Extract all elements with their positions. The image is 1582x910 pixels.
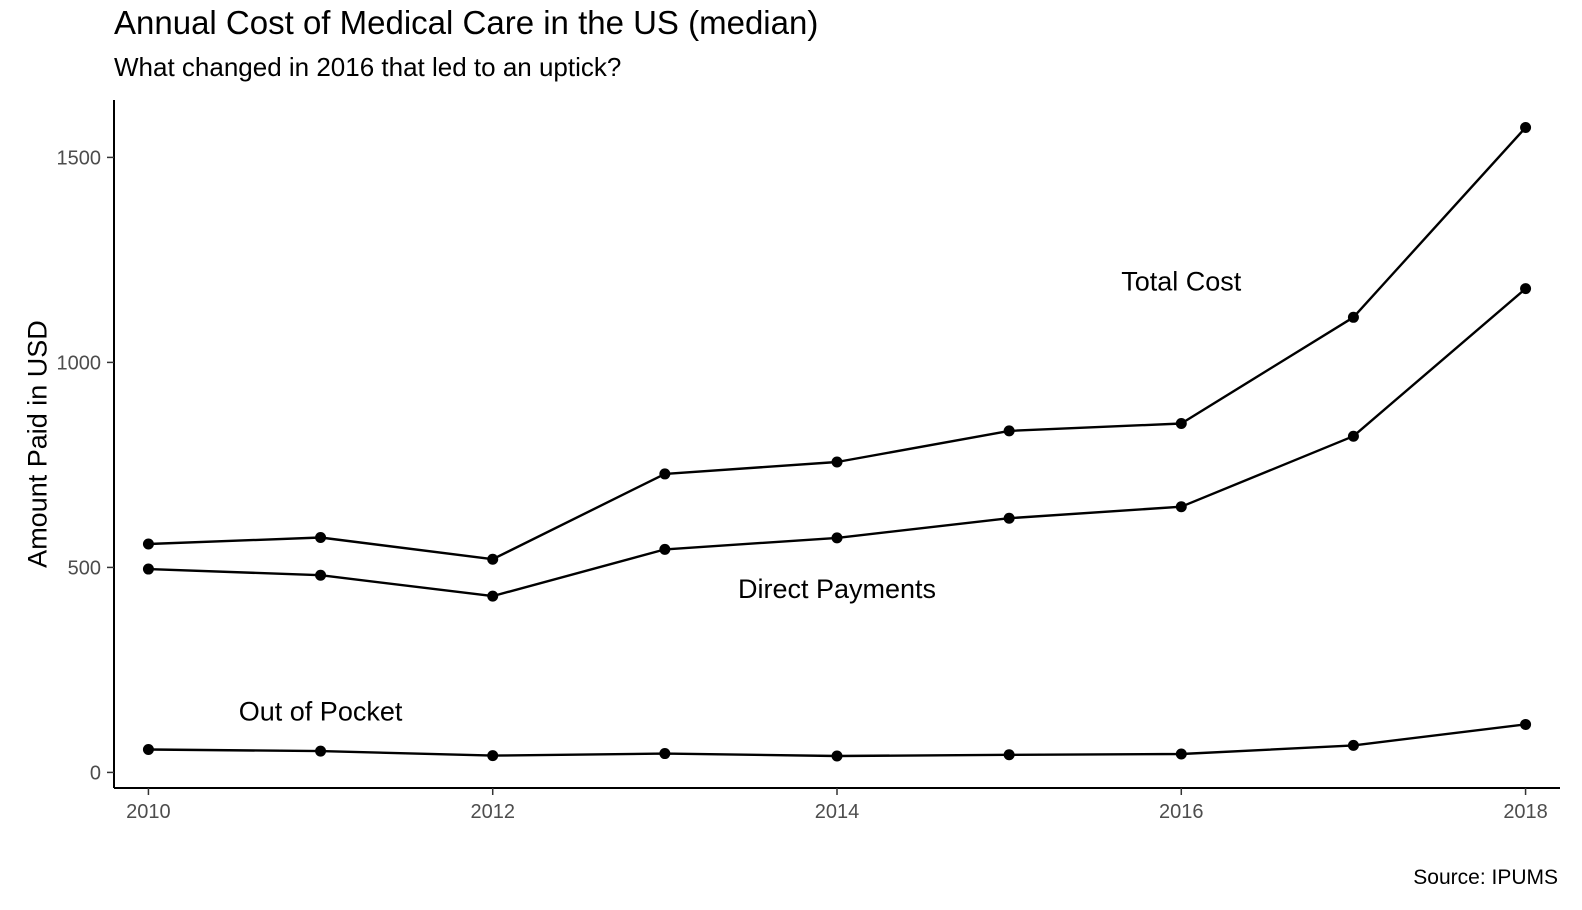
data-point-direct-payments <box>831 532 843 544</box>
data-point-total-cost <box>659 468 671 480</box>
data-point-direct-payments <box>1175 501 1187 513</box>
data-point-direct-payments <box>1003 512 1015 524</box>
data-point-direct-payments <box>487 590 499 602</box>
series-line-total-cost <box>148 126 1527 561</box>
y-tick-label: 1500 <box>57 147 102 169</box>
data-point-out-of-pocket <box>1175 748 1187 760</box>
data-point-out-of-pocket <box>1003 749 1015 761</box>
series-labels: Total Cost Direct Payments Out of Pocket <box>239 267 1242 727</box>
data-point-out-of-pocket <box>831 750 843 762</box>
data-point-out-of-pocket <box>487 750 499 762</box>
y-tick-label: 0 <box>90 762 101 784</box>
data-point-total-cost <box>1520 121 1532 133</box>
data-point-direct-payments <box>1347 430 1359 442</box>
data-point-out-of-pocket <box>315 745 327 757</box>
data-point-direct-payments <box>659 543 671 555</box>
data-point-direct-payments <box>315 569 327 581</box>
data-point-direct-payments <box>1520 283 1532 295</box>
data-point-total-cost <box>1175 417 1187 429</box>
data-point-total-cost <box>1003 425 1015 437</box>
data-point-out-of-pocket <box>1520 718 1532 730</box>
data-point-total-cost <box>487 553 499 565</box>
data-point-total-cost <box>1347 311 1359 323</box>
axes: 0 500 1000 1500 2010 2012 2014 2016 2018 <box>57 100 1560 823</box>
x-tick-label: 2010 <box>126 801 171 823</box>
data-point-total-cost <box>142 538 154 550</box>
x-tick-label: 2016 <box>1159 801 1204 823</box>
series-label-direct-payments: Direct Payments <box>738 574 936 604</box>
series-lines <box>148 126 1527 758</box>
chart-title: Annual Cost of Medical Care in the US (m… <box>114 4 819 41</box>
x-tick-label: 2012 <box>470 801 515 823</box>
y-tick-label: 1000 <box>57 352 102 374</box>
data-point-out-of-pocket <box>142 743 154 755</box>
data-point-total-cost <box>315 531 327 543</box>
y-tick-label: 500 <box>68 557 101 579</box>
x-tick-label: 2018 <box>1503 801 1548 823</box>
data-point-direct-payments <box>142 563 154 575</box>
data-point-total-cost <box>831 456 843 468</box>
series-line-direct-payments <box>148 287 1527 598</box>
series-points <box>142 121 1532 762</box>
data-point-out-of-pocket <box>659 748 671 760</box>
data-point-out-of-pocket <box>1347 739 1359 751</box>
chart-caption: Source: IPUMS <box>1413 866 1558 889</box>
chart-subtitle: What changed in 2016 that led to an upti… <box>114 52 622 82</box>
x-tick-label: 2014 <box>815 801 860 823</box>
series-label-total-cost: Total Cost <box>1121 267 1242 297</box>
series-label-out-of-pocket: Out of Pocket <box>239 697 403 727</box>
